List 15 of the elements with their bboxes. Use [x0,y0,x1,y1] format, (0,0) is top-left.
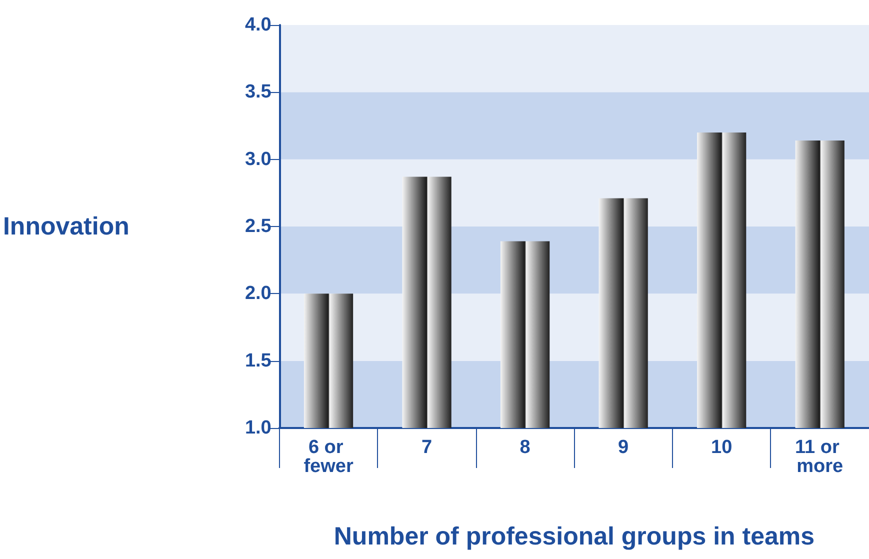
y-tick-label: 3.5 [244,82,272,103]
x-tick-label: 10 [711,437,732,458]
y-tick-label: 2.0 [244,283,272,304]
y-tick-label: 1.0 [244,418,272,438]
x-tick-label: 6 or fewer [304,437,354,477]
x-axis-title: Number of professional groups in teams [334,522,815,550]
y-tick-label: 1.5 [244,350,272,372]
x-tick-label: 8 [520,437,530,458]
y-axis-title: Innovation [2,212,130,240]
x-tick-label: 11 or more [795,437,845,477]
x-tick-label: 9 [618,437,629,458]
x-tick-label: 7 [421,437,432,458]
y-tick-label: 3.0 [244,148,272,170]
y-tick-label: 2.5 [244,216,272,237]
y-tick-label: 4.0 [244,14,272,36]
